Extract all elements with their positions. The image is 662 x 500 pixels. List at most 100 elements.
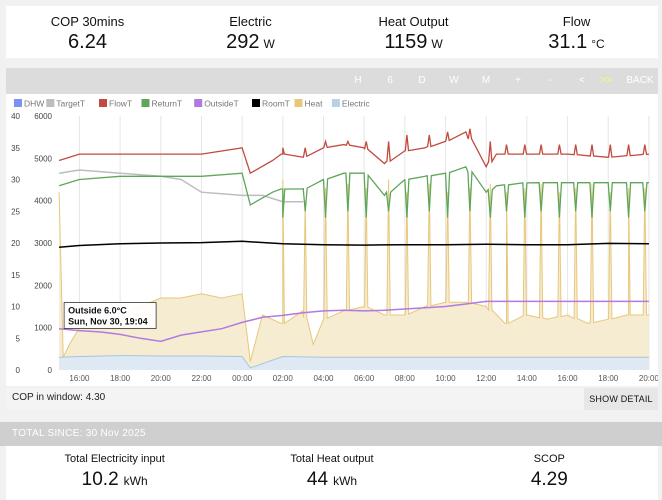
- y-left-tick-label: 10: [11, 303, 20, 312]
- y-right-tick-label: 3000: [34, 239, 52, 248]
- pan-right-button[interactable]: >>: [600, 75, 612, 86]
- zoom-in-button[interactable]: +: [515, 75, 521, 86]
- x-tick-label: 20:00: [151, 374, 172, 383]
- stat-value: 10.2 kWh: [6, 468, 223, 493]
- stat-number: 31.1: [548, 31, 588, 53]
- stat-total-heat: Total Heat output 44 kWh: [223, 446, 440, 500]
- x-tick-label: 18:00: [110, 374, 131, 383]
- stat-unit: °C: [591, 37, 605, 51]
- tooltip-line2: Sun, Nov 30, 19:04: [68, 317, 148, 327]
- stat-label: SCOP: [533, 453, 565, 465]
- y-left-tick-label: 30: [11, 176, 20, 185]
- stat-label: COP 30mins: [50, 14, 125, 29]
- x-tick-label: 04:00: [313, 374, 334, 383]
- heat-line: [58, 179, 649, 362]
- stat-number: 10.2: [81, 469, 119, 490]
- targett-line: [58, 169, 304, 203]
- stat-value: 6.24: [6, 30, 169, 54]
- legend-label: TargetT: [56, 99, 85, 109]
- week-button[interactable]: W: [449, 75, 459, 86]
- x-tick-label: 16:00: [558, 374, 579, 383]
- top-stats-panel: COP 30mins 6.24 Electric 292 W Heat Outpu…: [6, 6, 658, 58]
- six-hours-button[interactable]: 6: [387, 75, 393, 86]
- back-button[interactable]: BACK: [626, 75, 654, 86]
- pan-left-button[interactable]: <: [579, 75, 585, 86]
- x-tick-label: 12:00: [476, 374, 497, 383]
- stat-number: 6.24: [68, 31, 107, 53]
- stat-value: 1159 W: [332, 30, 495, 56]
- legend-label: RoomT: [262, 99, 290, 109]
- heat-area: [59, 179, 649, 370]
- stat-total-electricity: Total Electricity input 10.2 kWh: [6, 446, 223, 500]
- x-tick-label: 08:00: [395, 374, 416, 383]
- x-tick-label: 16:00: [69, 374, 90, 383]
- y-right-tick-label: 4000: [34, 197, 52, 206]
- legend-label: Electric: [342, 99, 371, 109]
- returnt-line: [58, 165, 649, 218]
- day-button[interactable]: D: [418, 75, 426, 86]
- x-tick-label: 02:00: [273, 374, 294, 383]
- legend-swatch: [331, 99, 340, 107]
- total-since-text: TOTAL SINCE: 30 Nov 2025: [12, 428, 146, 439]
- stat-label: Flow: [562, 14, 591, 29]
- legend-swatch: [252, 99, 260, 107]
- month-button[interactable]: M: [481, 75, 491, 86]
- chart-panel: DHW TargetT FlowT ReturnT OutsideT RoomT Heat E…: [6, 94, 658, 386]
- cop-window-row: COP in window: 4.30 SHOW DETAIL: [6, 388, 658, 410]
- legend-label: ReturnT: [152, 99, 183, 109]
- stat-label: Total Heat output: [290, 453, 374, 465]
- x-tick-label: 14:00: [517, 374, 538, 383]
- stat-unit: W: [431, 37, 443, 51]
- cop-window-label: COP in window:: [12, 392, 83, 403]
- x-tick-label: 00:00: [232, 374, 253, 383]
- cop-window-value: 4.30: [85, 392, 106, 403]
- legend-swatch: [46, 99, 55, 107]
- total-since-header: TOTAL SINCE: 30 Nov 2025: [0, 422, 662, 446]
- x-tick-label: 10:00: [436, 374, 457, 383]
- stat-number: 1159: [384, 31, 428, 53]
- stat-label: Electric: [229, 14, 272, 29]
- stat-label: Heat Output: [378, 14, 449, 29]
- cop-window-text: COP in window: 4.30: [12, 392, 105, 403]
- chart-toolbar: H 6 D W M + - < >> BACK: [6, 68, 658, 94]
- flowt-line: [58, 128, 649, 175]
- tooltip-line1: Outside 6.0°C: [68, 306, 127, 316]
- legend-label: Heat: [305, 99, 324, 109]
- y-right-tick-label: 5000: [34, 154, 52, 163]
- y-left-tick-label: 20: [11, 239, 20, 248]
- legend-label: OutsideT: [204, 99, 239, 109]
- stat-value: 4.29: [441, 468, 658, 492]
- stat-scop: SCOP 4.29: [441, 446, 658, 500]
- roomt-line: [59, 240, 649, 248]
- stat-value: 44 kWh: [223, 468, 440, 493]
- y-left-tick-label: 35: [11, 144, 20, 153]
- stat-value: 292 W: [169, 30, 332, 56]
- y-left-tick-label: 0: [16, 366, 21, 375]
- legend-swatch: [14, 99, 22, 107]
- stat-value: 31.1 °C: [495, 30, 658, 56]
- stat-flow: Flow 31.1 °C: [495, 6, 658, 58]
- stat-number: 4.29: [530, 469, 568, 490]
- y-left-tick-label: 5: [16, 334, 21, 343]
- tooltip-box: [63, 302, 157, 329]
- legend-label: FlowT: [109, 99, 132, 109]
- y-right-tick-label: 6000: [34, 112, 52, 121]
- show-detail-button[interactable]: SHOW DETAIL: [584, 388, 658, 410]
- zoom-out-button[interactable]: -: [548, 75, 552, 86]
- legend-swatch: [141, 99, 150, 107]
- stat-unit: kWh: [123, 474, 148, 488]
- bottom-stats-panel: Total Electricity input 10.2 kWh Total He…: [6, 446, 658, 500]
- stat-unit: W: [263, 37, 275, 51]
- x-tick-label: 22:00: [191, 374, 212, 383]
- electric-area: [59, 355, 649, 370]
- timeseries-chart[interactable]: DHW TargetT FlowT ReturnT OutsideT RoomT Heat E…: [6, 94, 658, 386]
- stat-cop-30mins: COP 30mins 6.24: [6, 6, 169, 58]
- stat-number: 44: [306, 469, 329, 490]
- hour-button[interactable]: H: [354, 75, 362, 86]
- y-left-tick-label: 40: [11, 112, 20, 121]
- stat-number: 292: [226, 31, 260, 53]
- legend-label: DHW: [24, 99, 44, 109]
- stat-heat-output: Heat Output 1159 W: [332, 6, 495, 58]
- y-left-tick-label: 25: [11, 207, 20, 216]
- stat-unit: kWh: [333, 474, 358, 488]
